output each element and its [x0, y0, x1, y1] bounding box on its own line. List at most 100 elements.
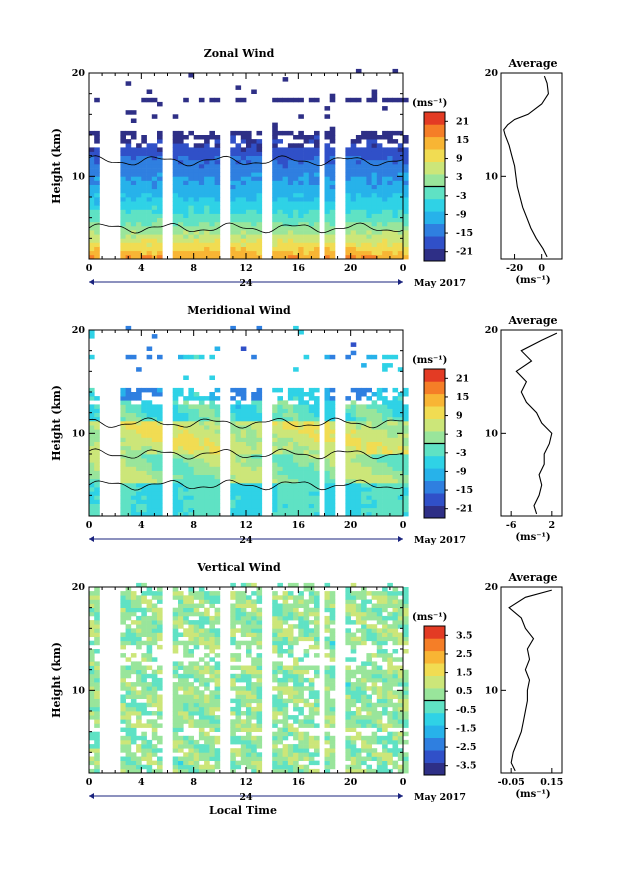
heatmap-cell	[251, 458, 257, 463]
heatmap-cell	[251, 699, 257, 704]
colorbar-swatch	[424, 763, 445, 776]
heatmap-cell	[136, 491, 142, 496]
heatmap-cell	[257, 193, 263, 198]
heatmap-cell	[403, 620, 409, 625]
heatmap-cell	[377, 483, 383, 488]
heatmap-cell	[204, 740, 210, 745]
heatmap-cell	[309, 707, 315, 712]
heatmap-cell	[314, 152, 320, 157]
heatmap-cell	[366, 475, 372, 480]
heatmap-cell	[277, 458, 283, 463]
heatmap-cell	[152, 748, 158, 753]
heatmap-cell	[351, 400, 357, 405]
colorbar-tick-label: -3	[456, 191, 467, 202]
heatmap-cell	[382, 450, 388, 455]
heatmap-cell	[251, 396, 257, 401]
heatmap-cell	[126, 491, 132, 496]
heatmap-cell	[157, 102, 163, 107]
heatmap-cell	[272, 633, 278, 638]
heatmap-cell	[94, 587, 100, 592]
heatmap-cell	[209, 197, 215, 202]
heatmap-cell	[204, 479, 210, 484]
heatmap-cell	[241, 238, 247, 243]
heatmap-cell	[89, 438, 95, 443]
heatmap-cell	[236, 620, 242, 625]
heatmap-cell	[241, 156, 247, 161]
heatmap-cell	[173, 645, 179, 650]
heatmap-cell	[361, 699, 367, 704]
heatmap-cell	[372, 479, 378, 484]
heatmap-cell	[251, 475, 257, 480]
heatmap-cell	[141, 641, 147, 646]
heatmap-cell	[345, 508, 351, 513]
heatmap-cell	[230, 218, 236, 223]
heatmap-cell	[209, 400, 215, 405]
heatmap-cell	[288, 243, 294, 248]
heatmap-cell	[372, 251, 378, 256]
heatmap-cell	[178, 744, 184, 749]
heatmap-cell	[361, 201, 367, 206]
heatmap-cell	[304, 156, 310, 161]
heatmap-cell	[89, 504, 95, 509]
heatmap-cell	[403, 628, 409, 633]
heatmap-cell	[120, 462, 126, 467]
heatmap-cell	[382, 433, 388, 438]
heatmap-cell	[304, 620, 310, 625]
heatmap-cell	[325, 711, 331, 716]
heatmap-cell	[241, 761, 247, 766]
heatmap-cell	[283, 77, 289, 82]
heatmap-cell	[241, 752, 247, 757]
heatmap-cell	[241, 450, 247, 455]
colorbar-swatch	[424, 713, 445, 726]
heatmap-cell	[204, 438, 210, 443]
colorbar-swatch	[424, 236, 445, 249]
heatmap-cell	[351, 471, 357, 476]
heatmap-cell	[272, 143, 278, 148]
heatmap-cell	[199, 595, 205, 600]
heatmap-cell	[183, 135, 189, 140]
heatmap-cell	[393, 715, 399, 720]
heatmap-cell	[403, 255, 409, 260]
panel-title: Zonal Wind	[204, 47, 275, 60]
heatmap-cell	[356, 686, 362, 691]
heatmap-cell	[372, 752, 378, 757]
heatmap-cell	[157, 417, 163, 422]
heatmap-cell	[382, 409, 388, 414]
heatmap-cell	[345, 471, 351, 476]
heatmap-cell	[361, 641, 367, 646]
heatmap-cell	[209, 413, 215, 418]
heatmap-cell	[351, 595, 357, 600]
heatmap-cell	[366, 143, 372, 148]
heatmap-cell	[330, 429, 336, 434]
heatmap-cell	[377, 466, 383, 471]
heatmap-cell	[298, 251, 304, 256]
heatmap-cell	[372, 193, 378, 198]
heatmap-cell	[204, 666, 210, 671]
heatmap-cell	[183, 508, 189, 513]
heatmap-cell	[141, 164, 147, 169]
heatmap-cell	[361, 715, 367, 720]
heatmap-cell	[283, 628, 289, 633]
heatmap-cell	[403, 711, 409, 716]
heatmap-cell	[246, 438, 252, 443]
heatmap-cell	[382, 106, 388, 111]
heatmap-cell	[152, 230, 158, 235]
x-tick-label: 0	[86, 263, 93, 274]
heatmap-cell	[288, 674, 294, 679]
heatmap-cell	[372, 131, 378, 136]
heatmap-cell	[141, 500, 147, 505]
heatmap-cell	[372, 147, 378, 152]
heatmap-cell	[393, 690, 399, 695]
heatmap-cell	[361, 458, 367, 463]
heatmap-cell	[304, 686, 310, 691]
heatmap-cell	[298, 404, 304, 409]
heatmap-cell	[330, 421, 336, 426]
heatmap-cell	[131, 147, 137, 152]
heatmap-cell	[199, 466, 205, 471]
heatmap-cell	[288, 723, 294, 728]
heatmap-cell	[377, 604, 383, 609]
heatmap-cell	[351, 670, 357, 675]
heatmap-cell	[94, 404, 100, 409]
heatmap-cell	[215, 699, 221, 704]
heatmap-cell	[178, 185, 184, 190]
